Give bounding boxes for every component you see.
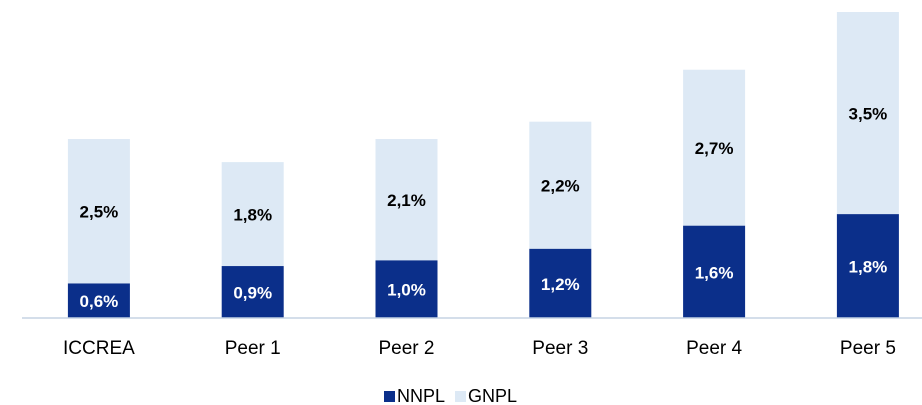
bar-segment — [529, 121, 592, 249]
bar-segment — [221, 162, 284, 267]
bar-segment — [683, 225, 746, 318]
value-label: 1,2% — [541, 275, 580, 294]
value-label: 2,2% — [541, 177, 580, 196]
bar-segment — [67, 139, 130, 284]
legend-label: GNPL — [468, 386, 517, 405]
x-tick-label: Peer 3 — [532, 338, 588, 359]
x-tick-label: ICCREA — [63, 338, 135, 359]
x-tick-label: Peer 1 — [225, 338, 281, 359]
bar-segment — [375, 260, 438, 318]
x-tick-label: Peer 5 — [840, 338, 896, 359]
x-tick-label: Peer 4 — [686, 338, 742, 359]
bar-segment — [529, 248, 592, 318]
bar-segment — [67, 283, 130, 318]
bar-segment — [375, 139, 438, 261]
bar-segment — [836, 214, 899, 318]
bar-segment — [221, 266, 284, 318]
value-label: 1,8% — [233, 206, 272, 225]
value-label: 2,7% — [695, 139, 734, 158]
value-label: 2,5% — [80, 203, 119, 222]
value-label: 0,6% — [80, 292, 119, 311]
value-label: 1,8% — [849, 258, 888, 277]
x-tick-label: Peer 2 — [379, 338, 435, 359]
value-label: 1,6% — [695, 263, 734, 282]
value-label: 3,5% — [849, 105, 888, 124]
value-label: 2,1% — [387, 191, 426, 210]
value-label: 0,9% — [233, 284, 272, 303]
value-label: 1,0% — [387, 281, 426, 300]
legend-swatch — [455, 391, 467, 402]
legend-swatch — [384, 391, 395, 402]
bar-segment — [836, 12, 899, 215]
bar-segment — [683, 69, 746, 226]
legend-label: NNPL — [397, 386, 445, 405]
